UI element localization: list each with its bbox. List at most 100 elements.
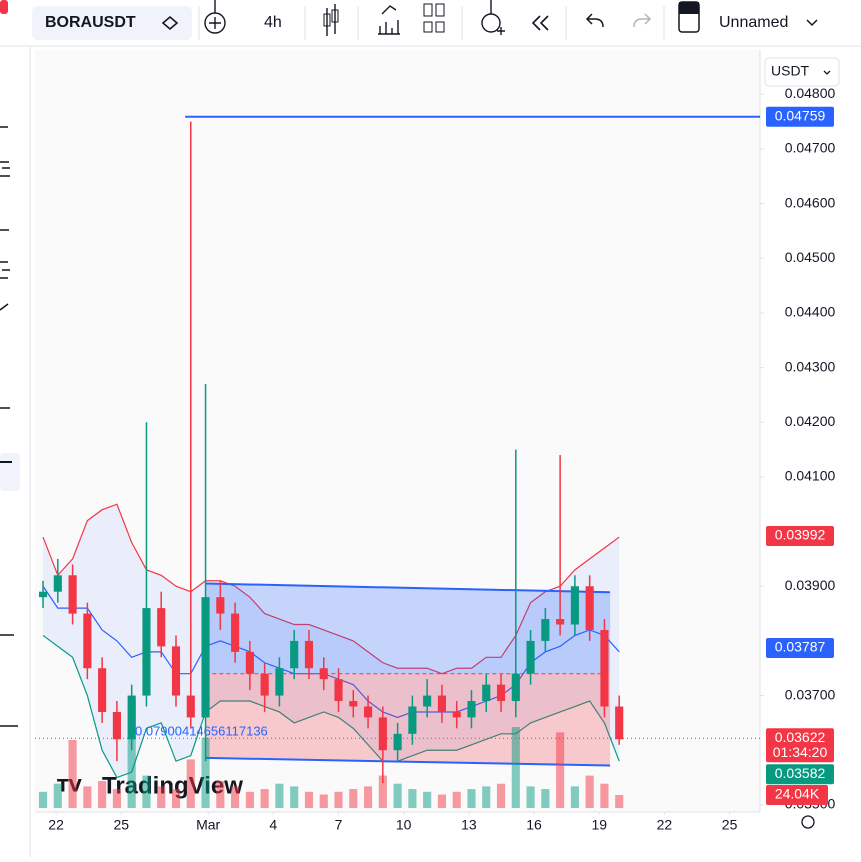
x-tick-label: 13 — [461, 817, 477, 833]
candle-body — [112, 711, 121, 740]
symbol[interactable]: BORAUSDT — [45, 14, 136, 31]
left-toolbar — [0, 47, 22, 857]
logo-fragment — [0, 0, 8, 14]
candle-body — [482, 684, 491, 702]
price-tag — [766, 728, 834, 763]
layout-dropdown[interactable] — [806, 19, 818, 27]
y-tick-label: 0.03700 — [785, 686, 836, 702]
candle-body — [157, 608, 166, 647]
x-tick-label: 22 — [657, 817, 673, 833]
undo-icon[interactable] — [585, 13, 604, 28]
candle-body — [585, 586, 594, 630]
currency-dropdown — [823, 70, 831, 75]
volume-bar — [570, 786, 579, 808]
interval[interactable]: 4h — [264, 14, 282, 31]
candles-icon[interactable] — [326, 4, 336, 36]
candle-body — [319, 668, 328, 680]
currency-button[interactable] — [764, 57, 840, 87]
replay-icon[interactable] — [531, 15, 549, 31]
left-tool-active[interactable] — [0, 453, 20, 491]
y-tick-label: 0.04100 — [785, 468, 836, 484]
x-tick-label: Mar — [196, 817, 220, 833]
price-tag-label: 0.03992 — [775, 527, 826, 543]
price-tag-label: 0.04759 — [775, 107, 826, 123]
y-tick-label: 0.04500 — [785, 249, 836, 265]
layout-icon — [435, 3, 445, 17]
y-tick-label: 0.04800 — [785, 85, 836, 101]
x-tick-label: 25 — [113, 817, 129, 833]
price-tag — [766, 638, 834, 659]
indicators-icon[interactable] — [378, 5, 400, 35]
volume-bar — [171, 789, 181, 808]
candle-body — [171, 646, 181, 696]
candle-body — [393, 733, 402, 751]
candle-body — [363, 706, 373, 718]
volume-bar — [98, 781, 107, 808]
volume-bar — [231, 786, 240, 808]
band-lower — [42, 634, 620, 779]
candles-icon-body — [331, 9, 339, 23]
volume-bar — [556, 732, 565, 808]
layout-icon[interactable] — [423, 3, 433, 17]
candle-body — [201, 597, 210, 718]
volume-bar — [393, 783, 402, 808]
x-tick-label: 19 — [591, 817, 607, 833]
price-tag — [766, 106, 834, 127]
layout-save-icon-top — [679, 2, 699, 14]
annotation: 0.07900414656117136 — [135, 723, 268, 738]
layout-icon — [435, 21, 445, 33]
currency[interactable]: USDT — [771, 63, 810, 79]
volume-bar — [526, 786, 535, 808]
candle-body — [570, 586, 579, 625]
candle-body — [526, 640, 535, 674]
volume-bar — [349, 789, 358, 808]
candle-body — [216, 597, 225, 614]
volume-bar — [68, 739, 77, 808]
settings-icon[interactable] — [801, 815, 815, 829]
y-tick-label: 0.04400 — [785, 304, 836, 320]
plot: 0.07900414656117136 — [35, 115, 760, 808]
candle-body — [467, 701, 476, 718]
volume-bar — [541, 789, 550, 808]
candle-body — [142, 608, 151, 696]
volume-bar — [363, 786, 373, 808]
compare-icon[interactable] — [161, 15, 179, 31]
volume-bar — [319, 794, 328, 808]
volume-tag — [766, 785, 828, 806]
candle-body — [186, 695, 195, 718]
candle-body — [556, 619, 565, 625]
candle-body — [615, 706, 624, 740]
redo-icon[interactable] — [633, 13, 652, 28]
volume-tag-label: 24.04K — [775, 786, 820, 802]
candle-body — [511, 673, 520, 702]
volume-bar — [600, 783, 609, 808]
volume-bar — [53, 783, 62, 808]
axes: 0.04800 0.04700 0.04600 0.04500 0.04400 0.043… — [48, 85, 835, 833]
volume-bar — [216, 781, 225, 808]
y-tick-label: 0.04300 — [785, 358, 836, 374]
volume-bar — [437, 794, 446, 808]
volume-bar — [245, 791, 254, 808]
price-tag-label: 0.03787 — [775, 639, 826, 655]
price-tag-label: 0.03622 — [775, 729, 826, 745]
volume-bar — [423, 791, 432, 808]
symbol-box[interactable] — [32, 6, 192, 40]
band-upper — [42, 503, 620, 675]
volume-bar — [275, 783, 284, 808]
candle-body — [275, 668, 284, 696]
candle-body — [38, 591, 48, 598]
candle-body — [290, 640, 299, 669]
volume-bar — [142, 775, 151, 808]
x-tick-label: 10 — [396, 817, 412, 833]
channel-lower-fill — [205, 673, 611, 766]
volume-bar — [201, 737, 210, 808]
layout-icon — [423, 21, 433, 33]
price-tag — [766, 764, 834, 785]
left-tool-icons[interactable] — [0, 126, 18, 727]
layout-name[interactable]: Unnamed — [719, 14, 788, 31]
x-tick-label: 7 — [335, 817, 343, 833]
volume-bar — [482, 786, 491, 808]
candle-body — [53, 575, 62, 592]
x-tick-label: 16 — [526, 817, 542, 833]
